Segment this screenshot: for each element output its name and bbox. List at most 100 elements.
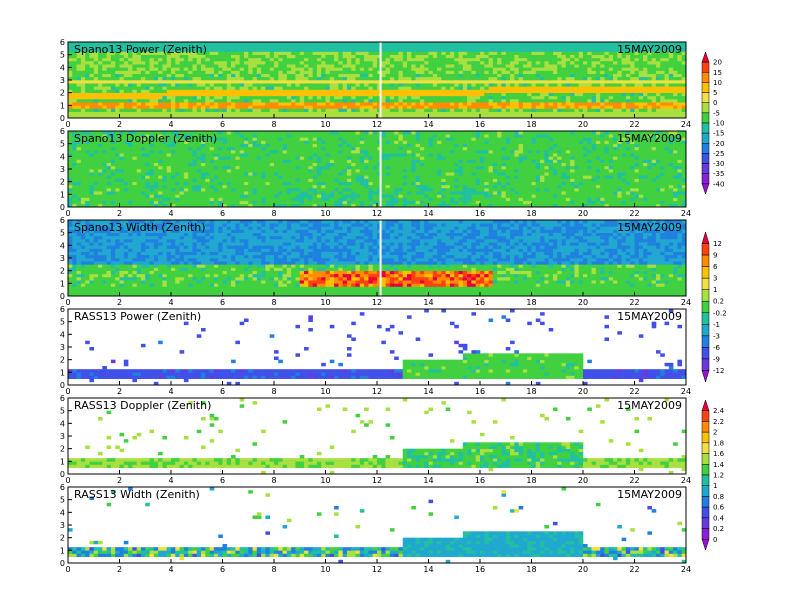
data-cell xyxy=(578,108,584,112)
data-cell xyxy=(188,73,193,78)
data-cell xyxy=(329,67,335,71)
data-cell xyxy=(265,80,271,84)
data-cell xyxy=(102,111,107,116)
data-cell xyxy=(570,51,575,55)
data-cell xyxy=(402,80,408,84)
data-cell xyxy=(604,114,610,119)
data-cell xyxy=(329,162,335,167)
data-cell xyxy=(261,92,266,97)
data-cell xyxy=(643,67,648,71)
data-cell xyxy=(359,51,365,55)
data-cell xyxy=(149,178,155,182)
data-cell xyxy=(192,178,198,182)
data-cell xyxy=(72,42,77,46)
data-cell xyxy=(132,194,137,198)
data-cell xyxy=(522,86,528,90)
data-cell xyxy=(492,61,498,65)
data-cell xyxy=(655,95,661,100)
data-cell xyxy=(196,131,202,135)
data-cell xyxy=(505,67,511,71)
data-cell xyxy=(192,153,198,157)
data-cell xyxy=(274,86,279,90)
data-cell xyxy=(205,181,210,186)
data-cell xyxy=(106,48,112,52)
data-cell xyxy=(587,111,592,116)
data-cell xyxy=(316,131,322,135)
data-cell xyxy=(462,54,468,59)
data-cell xyxy=(316,42,322,46)
data-cell xyxy=(115,42,120,46)
data-cell xyxy=(338,95,343,100)
data-cell xyxy=(595,89,601,93)
x-tick-label: 20 xyxy=(578,120,588,129)
data-cell xyxy=(179,99,185,103)
data-cell xyxy=(419,95,425,100)
data-cell xyxy=(535,73,541,78)
data-cell xyxy=(304,67,309,71)
data-cell xyxy=(274,140,279,144)
data-cell xyxy=(587,51,592,55)
data-cell xyxy=(80,114,86,119)
data-cell xyxy=(239,143,245,148)
data-cell xyxy=(351,80,356,84)
data-cell xyxy=(398,108,404,112)
data-cell xyxy=(304,102,309,106)
data-cell xyxy=(295,111,301,116)
data-cell xyxy=(647,102,652,106)
data-cell xyxy=(527,108,532,112)
data-cell xyxy=(471,48,477,52)
data-cell xyxy=(449,92,455,97)
data-cell xyxy=(110,162,116,167)
data-cell xyxy=(132,70,137,74)
data-cell xyxy=(548,64,554,68)
data-cell xyxy=(643,99,648,103)
data-cell xyxy=(467,111,472,116)
data-cell xyxy=(617,114,622,119)
data-cell xyxy=(205,54,210,59)
data-cell xyxy=(552,102,558,106)
data-cell xyxy=(110,45,116,49)
data-cell xyxy=(299,70,305,74)
data-cell xyxy=(115,140,120,144)
data-cell xyxy=(561,67,567,71)
data-cell xyxy=(98,188,103,192)
data-cell xyxy=(72,67,77,71)
y-tick-label: 2 xyxy=(60,89,65,98)
data-cell xyxy=(540,76,545,81)
data-cell xyxy=(132,159,137,163)
data-cell xyxy=(76,114,82,119)
data-cell xyxy=(467,89,472,93)
data-cell xyxy=(316,105,322,109)
data-cell xyxy=(548,102,554,106)
data-cell xyxy=(321,61,326,65)
data-cell xyxy=(316,150,322,154)
data-cell xyxy=(106,143,112,148)
data-cell xyxy=(188,42,193,46)
data-cell xyxy=(600,83,605,87)
data-cell xyxy=(119,83,125,87)
data-cell xyxy=(166,197,172,201)
data-cell xyxy=(342,111,348,116)
data-cell xyxy=(239,191,245,195)
data-cell xyxy=(235,111,240,116)
data-cell xyxy=(651,108,657,112)
data-cell xyxy=(402,61,408,65)
data-cell xyxy=(218,172,223,176)
data-cell xyxy=(205,188,210,192)
data-cell xyxy=(492,95,498,100)
data-cell xyxy=(222,184,228,189)
data-cell xyxy=(222,153,228,157)
data-cell xyxy=(389,70,395,74)
data-cell xyxy=(359,57,365,62)
data-cell xyxy=(93,111,99,116)
data-cell xyxy=(621,111,627,116)
data-cell xyxy=(510,92,515,97)
data-cell xyxy=(449,64,455,68)
data-cell xyxy=(304,42,309,46)
data-cell xyxy=(80,181,86,186)
data-cell xyxy=(325,95,331,100)
data-cell xyxy=(106,131,112,135)
data-cell xyxy=(445,54,451,59)
data-cell xyxy=(377,102,382,106)
data-cell xyxy=(128,194,133,198)
